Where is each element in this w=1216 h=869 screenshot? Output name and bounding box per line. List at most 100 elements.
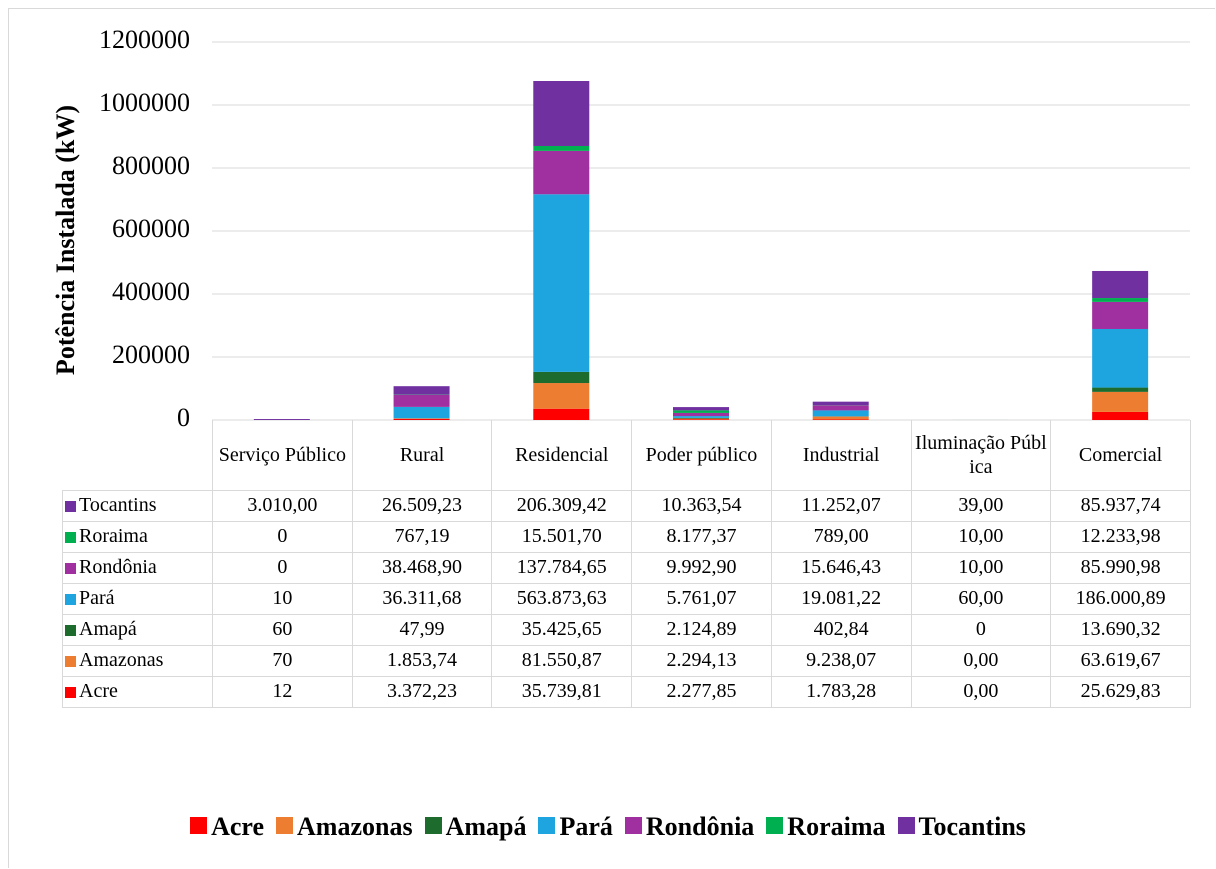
bar-segment: [533, 408, 590, 420]
category-label: Serviço Público: [212, 420, 353, 491]
bar-segment: [533, 145, 590, 151]
legend-key: [65, 624, 76, 636]
category-label: Industrial: [770, 420, 912, 491]
bar-segment: [1092, 298, 1149, 302]
y-axis-label: Potência Instalada (kW): [51, 105, 80, 375]
y-tick-label: 1200000: [99, 25, 190, 54]
value-cell: 9.238,07: [770, 644, 912, 677]
bar-segment: [673, 419, 729, 420]
value-cell: 5.761,07: [631, 582, 772, 615]
legend-label: Amazonas: [297, 812, 413, 841]
bar-segment: [393, 406, 450, 419]
value-cell: 1.783,28: [770, 675, 912, 708]
bar-segment: [393, 386, 450, 395]
legend-swatch: [766, 817, 784, 834]
corner-cell: [62, 420, 213, 490]
value-cell: 19.081,22: [770, 582, 912, 615]
legend-item: Tocantins: [897, 812, 1026, 841]
value-cell: 563.873,63: [491, 582, 633, 615]
value-cell: 186.000,89: [1050, 582, 1191, 615]
legend-key: [65, 562, 76, 574]
value-cell: 60,00: [910, 582, 1052, 615]
value-cell: 2.294,13: [631, 644, 772, 677]
table-row: Amapá 60 47,99 35.425,65 2.124,89 402,84 0 13.6…: [62, 613, 1191, 646]
legend-key: [65, 593, 76, 605]
table-row: Tocantins 3.010,00 26.509,23 206.309,42 10.3…: [62, 489, 1191, 522]
table-row: Roraima 0 767,19 15.501,70 8.177,37 789,00 10,…: [62, 520, 1191, 553]
row-header: Amapá: [62, 613, 213, 646]
value-cell: 767,19: [351, 520, 493, 553]
y-tick-label: 800000: [112, 151, 190, 180]
legend-swatch: [624, 817, 642, 834]
bar-segment: [812, 416, 869, 420]
legend-label: Rondônia: [645, 812, 755, 841]
bar-segment: [812, 401, 869, 406]
legend: Acre Amazonas Amapá Pará Rondônia Roraima Toca…: [0, 812, 1216, 842]
series-name: Tocantins: [79, 494, 157, 516]
value-cell: 38.468,90: [351, 551, 493, 584]
table-row: Acre 12 3.372,23 35.739,81 2.277,85 1.783,28 0…: [62, 675, 1191, 708]
value-cell: 13.690,32: [1050, 613, 1191, 646]
legend-label: Roraima: [787, 812, 886, 841]
frame: [8, 8, 1215, 868]
bar-segment: [673, 416, 729, 418]
legend-item: Pará: [538, 812, 613, 841]
value-cell: 26.509,23: [351, 489, 493, 522]
value-cell: 2.124,89: [631, 613, 772, 646]
value-cell: 10,00: [910, 551, 1052, 584]
legend-key: [65, 500, 76, 512]
bar-segment: [393, 418, 450, 420]
value-cell: 39,00: [910, 489, 1052, 522]
legend-swatch: [424, 817, 442, 834]
value-cell: 12.233,98: [1050, 520, 1191, 553]
legend-item: Rondônia: [624, 812, 755, 841]
category-label: Rural: [351, 420, 493, 491]
value-cell: 0,00: [910, 644, 1052, 677]
value-cell: 10: [212, 582, 353, 615]
legend-item: Amapá: [424, 812, 527, 841]
value-cell: 206.309,42: [491, 489, 633, 522]
series-name: Pará: [79, 587, 115, 609]
legend-item: Amazonas: [276, 812, 413, 841]
bar-segment: [673, 407, 729, 411]
value-cell: 402,84: [770, 613, 912, 646]
y-tick-label: 600000: [112, 214, 190, 243]
table-row: Rondônia 0 38.468,90 137.784,65 9.992,90 15.6…: [62, 551, 1191, 584]
value-cell: 60: [212, 613, 353, 646]
value-cell: 8.177,37: [631, 520, 772, 553]
legend-item: Roraima: [766, 812, 886, 841]
y-tick-label: 400000: [112, 277, 190, 306]
value-cell: 25.629,83: [1050, 675, 1191, 708]
row-header: Roraima: [62, 520, 213, 553]
legend-key: [65, 531, 76, 543]
bar-segment: [533, 150, 590, 195]
value-cell: 12: [212, 675, 353, 708]
bar-segment: [1092, 270, 1149, 299]
value-cell: 35.425,65: [491, 613, 633, 646]
bar-segment: [533, 383, 590, 409]
row-header: Acre: [62, 675, 213, 708]
value-cell: 137.784,65: [491, 551, 633, 584]
value-cell: 36.311,68: [351, 582, 493, 615]
category-label: Poder público: [631, 420, 772, 491]
value-cell: 35.739,81: [491, 675, 633, 708]
row-header: Pará: [62, 582, 213, 615]
legend-item: Acre: [190, 812, 264, 841]
legend-label: Amapá: [445, 812, 527, 841]
bar-segment: [1092, 411, 1149, 420]
value-cell: 11.252,07: [770, 489, 912, 522]
bar-segment: [533, 371, 590, 384]
bar-segment: [1092, 387, 1149, 392]
series-name: Acre: [79, 680, 118, 702]
bar-segment: [1092, 328, 1149, 388]
bar-segment: [533, 194, 590, 372]
value-cell: 47,99: [351, 613, 493, 646]
table-header: Serviço Público Rural Residencial Poder púb…: [62, 420, 1191, 491]
value-cell: 3.372,23: [351, 675, 493, 708]
category-label: Residencial: [491, 420, 633, 491]
value-cell: 85.937,74: [1050, 489, 1191, 522]
bar-segment: [812, 419, 869, 420]
value-cell: 1.853,74: [351, 644, 493, 677]
value-cell: 63.619,67: [1050, 644, 1191, 677]
